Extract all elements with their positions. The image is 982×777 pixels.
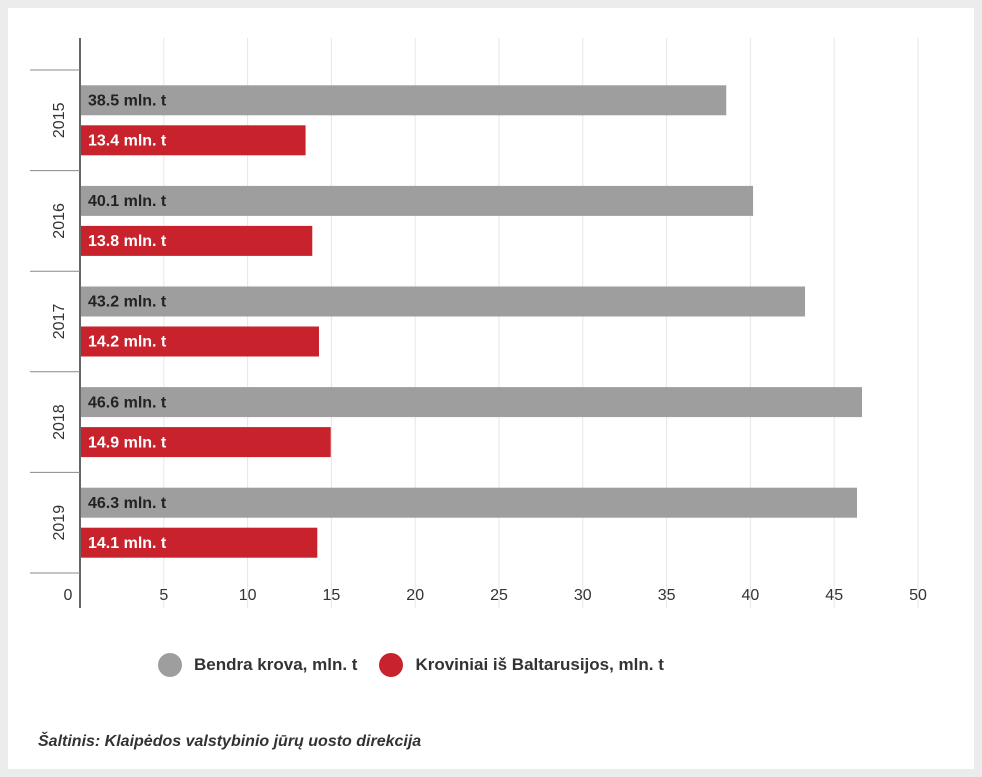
category-label: 2016	[51, 203, 68, 239]
category-label: 2018	[51, 404, 68, 440]
data-label: 38.5 mln. t	[88, 93, 167, 110]
x-tick-label: 5	[159, 587, 168, 604]
data-label: 46.6 mln. t	[88, 394, 167, 411]
x-tick-label: 40	[742, 587, 760, 604]
bar-total	[81, 387, 863, 418]
data-label: 40.1 mln. t	[88, 193, 167, 210]
legend-swatch-total	[158, 653, 182, 677]
data-label: 13.4 mln. t	[88, 133, 167, 150]
source-note: Šaltinis: Klaipėdos valstybinio jūrų uos…	[38, 733, 422, 750]
bar-total	[81, 85, 727, 116]
bar-belarus	[81, 125, 306, 156]
category-label: 2015	[51, 102, 68, 138]
legend-item-total: Bendra krova, mln. t	[158, 653, 357, 677]
x-tick-label: 15	[323, 587, 341, 604]
bar-total	[81, 487, 857, 518]
data-label: 13.8 mln. t	[88, 233, 167, 250]
x-tick-label: 30	[574, 587, 592, 604]
legend-label-total: Bendra krova, mln. t	[194, 655, 358, 674]
data-label: 14.9 mln. t	[88, 434, 167, 451]
category-label: 2017	[51, 304, 68, 340]
x-tick-label: 25	[490, 587, 508, 604]
chart-legend: Bendra krova, mln. t Kroviniai iš Baltar…	[158, 653, 686, 677]
data-label: 46.3 mln. t	[88, 495, 167, 512]
legend-item-belarus: Kroviniai iš Baltarusijos, mln. t	[379, 653, 664, 677]
bar-belarus	[81, 326, 319, 357]
bar-belarus	[81, 427, 331, 458]
bar-total	[81, 286, 806, 317]
data-label: 43.2 mln. t	[88, 294, 167, 311]
bar-belarus	[81, 527, 318, 558]
chart-card: 2015 38.5 mln. t 13.4 mln. t 2016 40.1 mln. …	[8, 8, 974, 769]
x-tick-label: 20	[406, 587, 424, 604]
x-tick-label: 10	[239, 587, 257, 604]
x-tick-label: 35	[658, 587, 676, 604]
data-label: 14.2 mln. t	[88, 334, 167, 351]
x-tick-label: 50	[909, 587, 927, 604]
legend-swatch-belarus	[379, 653, 404, 677]
data-label: 14.1 mln. t	[88, 535, 167, 552]
category-label: 2019	[51, 505, 68, 541]
bar-belarus	[81, 225, 313, 256]
legend-label-belarus: Kroviniai iš Baltarusijos, mln. t	[415, 655, 664, 674]
x-tick-label: 0	[64, 587, 73, 604]
bar-total	[81, 185, 754, 216]
x-tick-label: 45	[825, 587, 843, 604]
